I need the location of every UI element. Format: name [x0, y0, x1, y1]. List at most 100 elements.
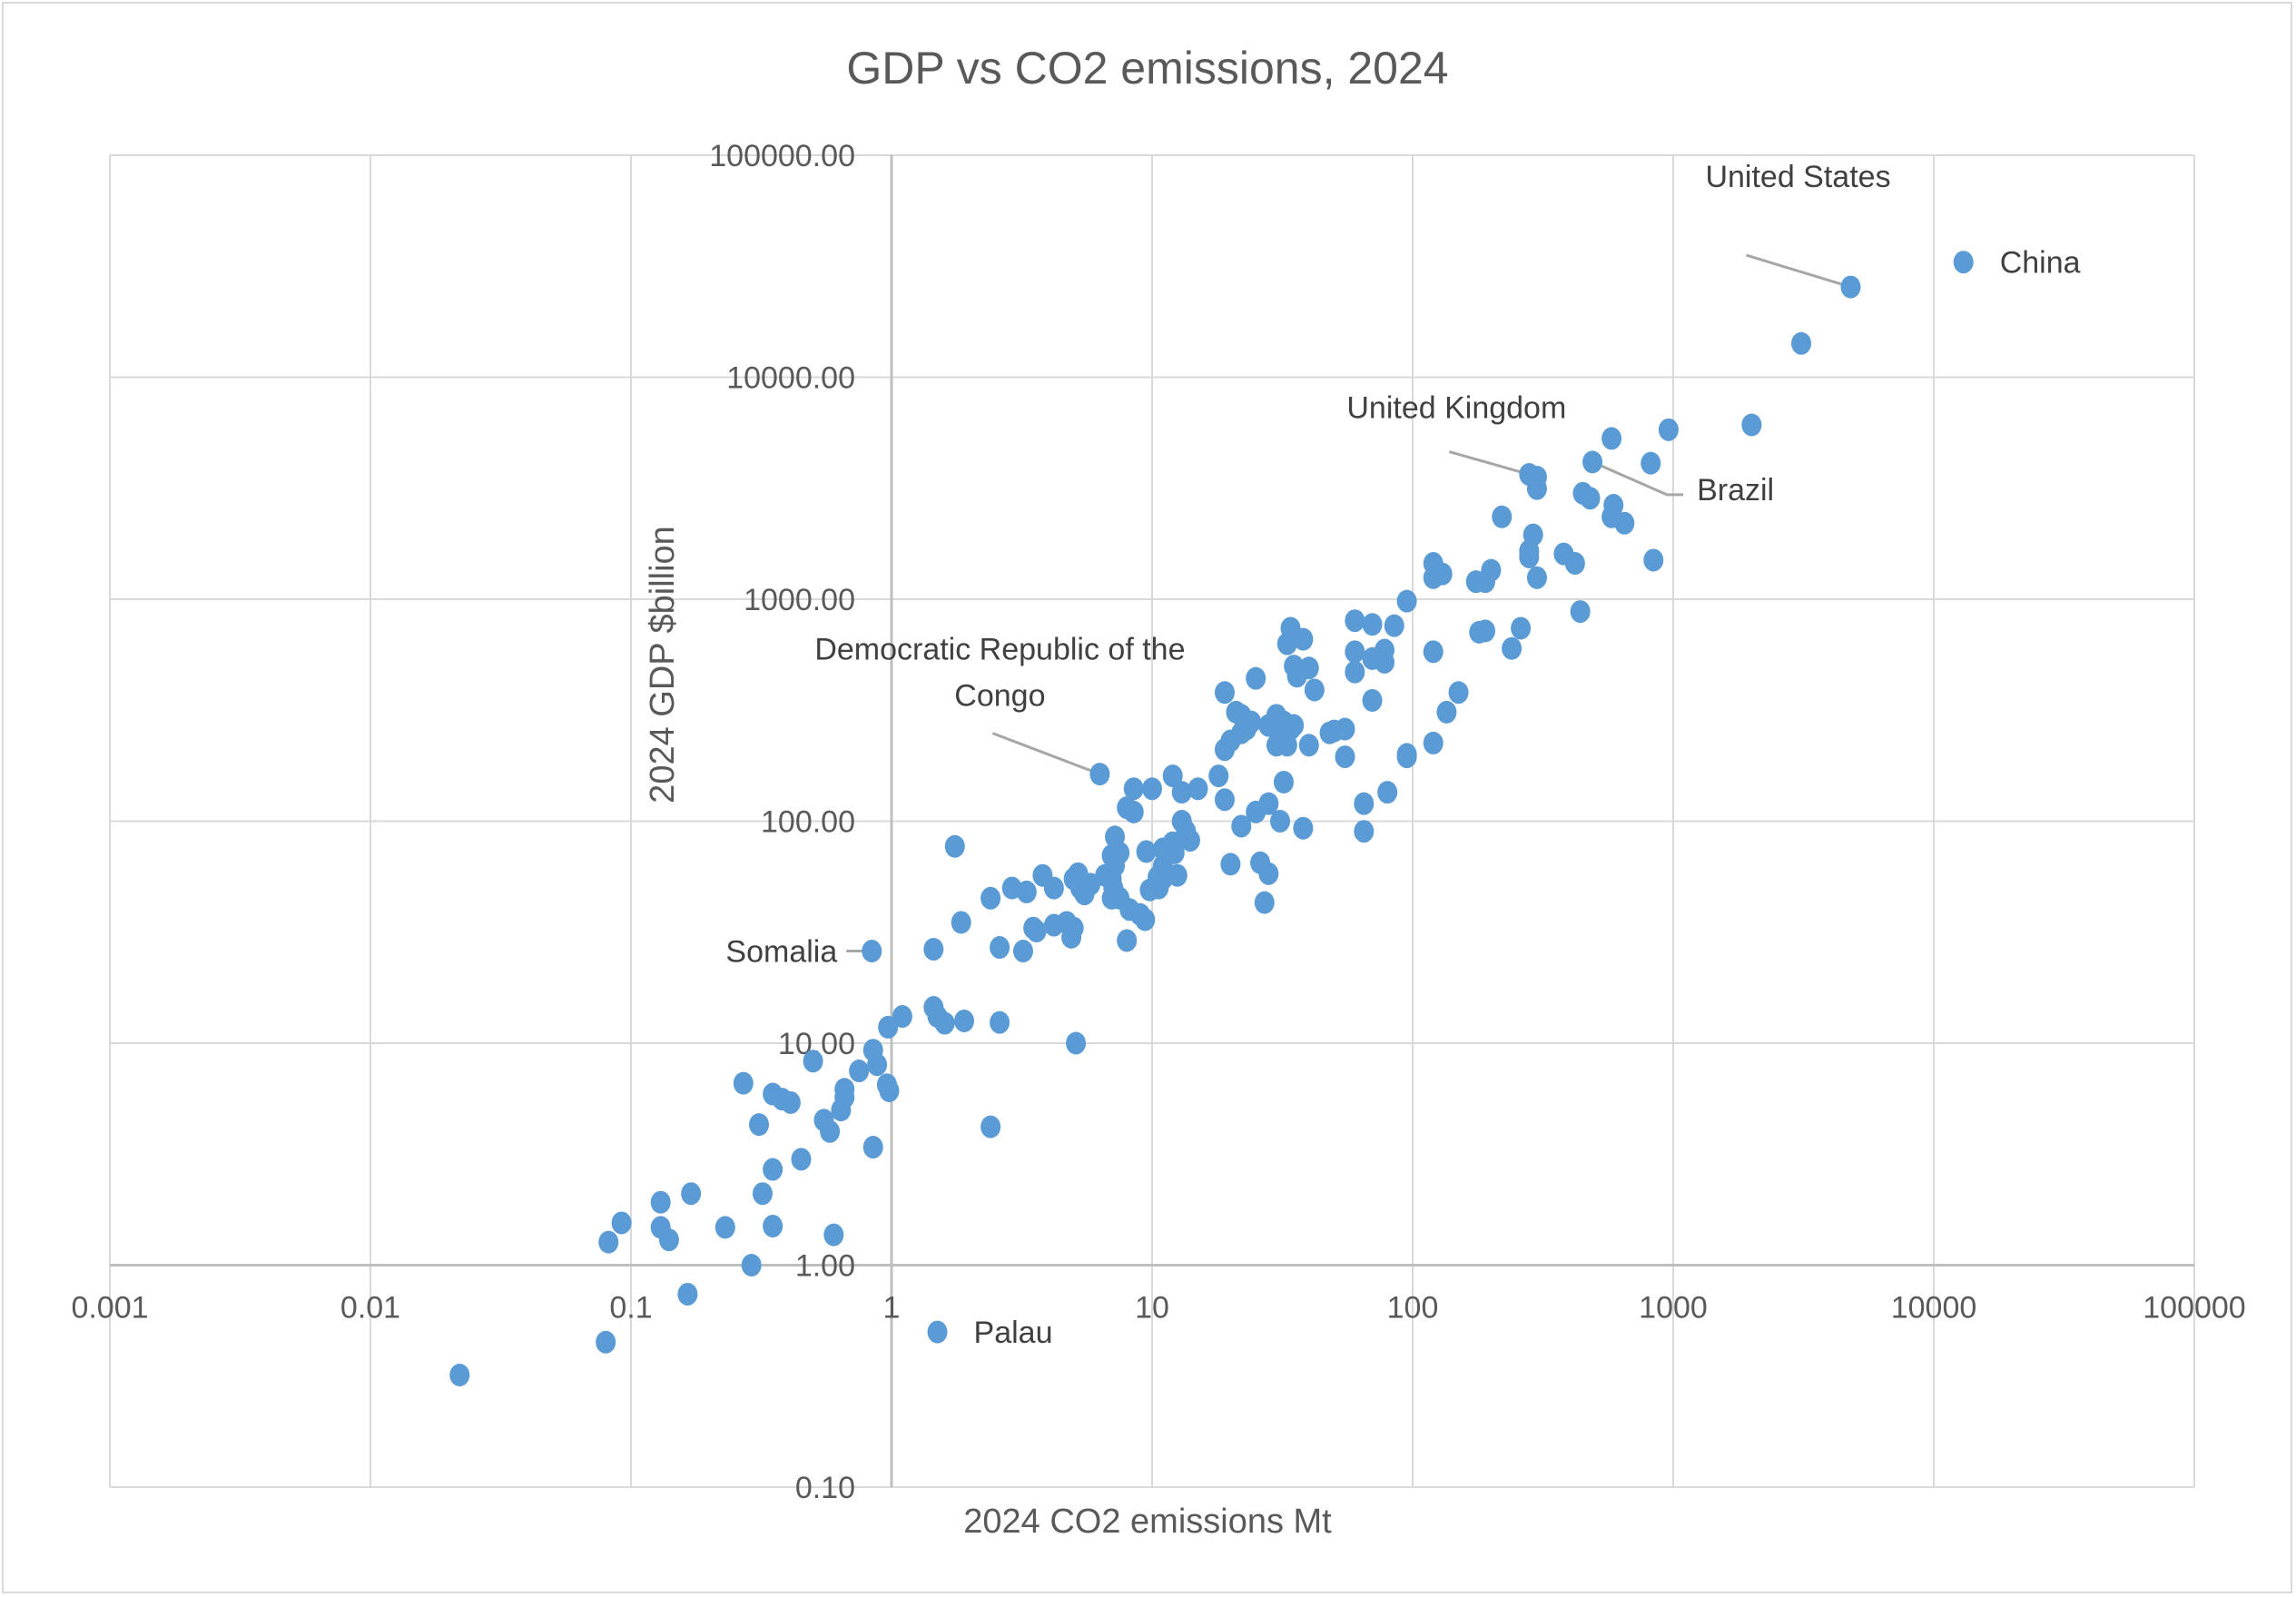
data-point [1254, 891, 1275, 914]
y-axis-title: 2024 GDP $billion [644, 526, 682, 803]
axes [110, 155, 2194, 1487]
data-point [1423, 640, 1444, 664]
data-point [714, 1216, 735, 1239]
data-point [1220, 853, 1241, 876]
data-point [1012, 940, 1033, 963]
data-point [1335, 745, 1355, 769]
data-point [1641, 451, 1661, 475]
data-point [1436, 700, 1457, 724]
data-point [1258, 862, 1279, 885]
data-point [1345, 660, 1365, 684]
data-point-united-states [1840, 275, 1861, 299]
data-point [867, 1053, 888, 1077]
data-point [1276, 632, 1297, 656]
data-point [1293, 816, 1314, 840]
leader-line [991, 732, 1100, 776]
data-point [752, 1182, 773, 1206]
leader-line [1591, 460, 1684, 497]
data-point [1475, 570, 1496, 594]
data-point [763, 1158, 783, 1181]
x-tick-label: 10000 [1891, 1291, 1977, 1326]
data-point [1614, 511, 1635, 535]
data-point [650, 1190, 671, 1214]
data-label: Democratic Republic of the [814, 633, 1185, 667]
data-point [1162, 764, 1183, 788]
data-point [980, 886, 1001, 910]
data-point [749, 1113, 770, 1137]
data-label: Brazil [1697, 473, 1774, 508]
data-label: United Kingdom [1346, 391, 1566, 426]
data-point [1215, 738, 1236, 762]
data-point [1519, 545, 1540, 568]
x-axis-title: 2024 CO2 emissions Mt [963, 1503, 1332, 1541]
data-point [1345, 609, 1365, 633]
leader-line [1746, 253, 1851, 289]
data-point [862, 1136, 883, 1159]
data-point [923, 938, 944, 961]
data-point [1396, 743, 1417, 766]
chart-title: GDP vs CO2 emissions, 2024 [846, 43, 1448, 94]
data-point [831, 1099, 852, 1122]
data-point [1362, 688, 1383, 712]
data-point [1136, 840, 1157, 863]
data-point [1123, 777, 1144, 801]
data-point [1171, 781, 1192, 804]
data-point [1246, 666, 1266, 690]
data-point [1396, 589, 1417, 613]
y-tick-label: 10000.00 [726, 361, 855, 396]
data-point [990, 936, 1010, 960]
data-point [1258, 792, 1279, 815]
data-point [1298, 734, 1319, 757]
data-point [1354, 792, 1375, 815]
data-point [1273, 770, 1294, 794]
data-point [820, 1119, 841, 1143]
data-point [1643, 548, 1664, 572]
data-point [1741, 413, 1762, 437]
data-point [1026, 919, 1047, 942]
data-point [1276, 734, 1297, 757]
data-point [733, 1071, 754, 1095]
x-tick-labels: 0.001 0.01 0.1 1 10 100 1000 10000 100000 [71, 1291, 2245, 1326]
data-point [1117, 796, 1138, 820]
data-point [954, 1009, 975, 1032]
data-point [1362, 613, 1383, 636]
data-point [780, 1090, 801, 1114]
data-point [1187, 777, 1208, 801]
data-point [1298, 656, 1319, 680]
data-point [849, 1060, 870, 1083]
data-point [1570, 600, 1591, 624]
data-point [596, 1330, 616, 1354]
data-point [879, 1079, 900, 1102]
data-point [944, 834, 965, 858]
data-point-china [1953, 251, 1974, 274]
data-point [1179, 829, 1200, 853]
data-point-democratic-republic-of-the-congo [1089, 763, 1110, 786]
data-point [741, 1254, 762, 1277]
data-point [1293, 627, 1314, 651]
data-point [1469, 620, 1490, 644]
data-point [934, 1011, 955, 1035]
data-point [1304, 678, 1325, 702]
data-point [1492, 505, 1513, 528]
leader-lines [846, 253, 1851, 953]
data-point [1502, 636, 1522, 660]
data-point [1117, 929, 1138, 952]
data-point [1526, 566, 1547, 589]
data-label: Palau [974, 1316, 1053, 1350]
data-point [1231, 814, 1252, 838]
y-tick-label: 100.00 [761, 805, 855, 840]
data-point [823, 1223, 844, 1247]
y-tick-label: 1.00 [795, 1249, 855, 1284]
data-label: Congo [954, 679, 1045, 714]
data-labels: China United States United Kingdom Brazil De… [725, 160, 2080, 1350]
data-point [611, 1211, 632, 1235]
data-label: United States [1705, 160, 1890, 194]
data-point [1319, 721, 1340, 744]
data-point [1384, 614, 1404, 637]
data-point [892, 1005, 912, 1029]
data-point [1564, 552, 1585, 576]
x-tick-label: 0.01 [340, 1291, 400, 1326]
leader-line [1448, 450, 1530, 476]
data-point [1526, 477, 1547, 500]
